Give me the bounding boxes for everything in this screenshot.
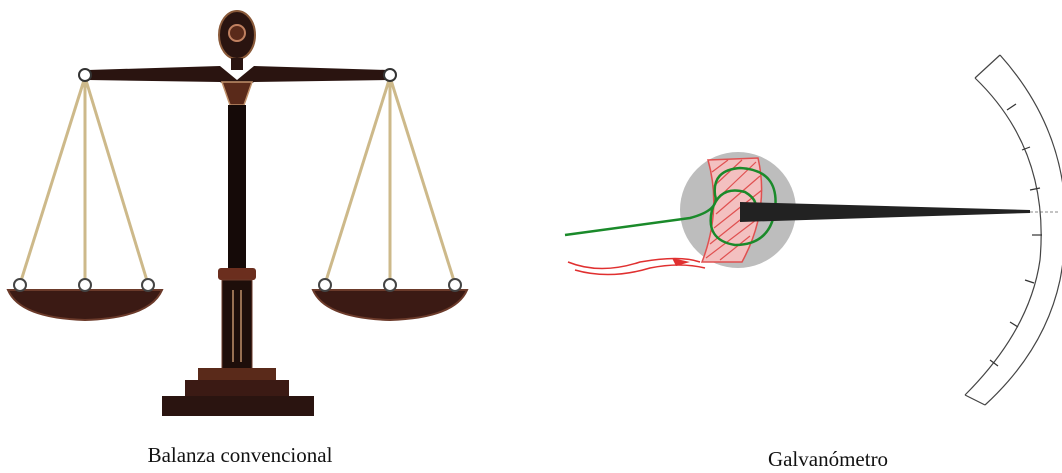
caption: Balanza convencional	[148, 443, 333, 467]
galvanometer	[564, 54, 1062, 406]
caption: Galvanómetro	[768, 447, 888, 471]
balance-scale	[6, 10, 469, 416]
